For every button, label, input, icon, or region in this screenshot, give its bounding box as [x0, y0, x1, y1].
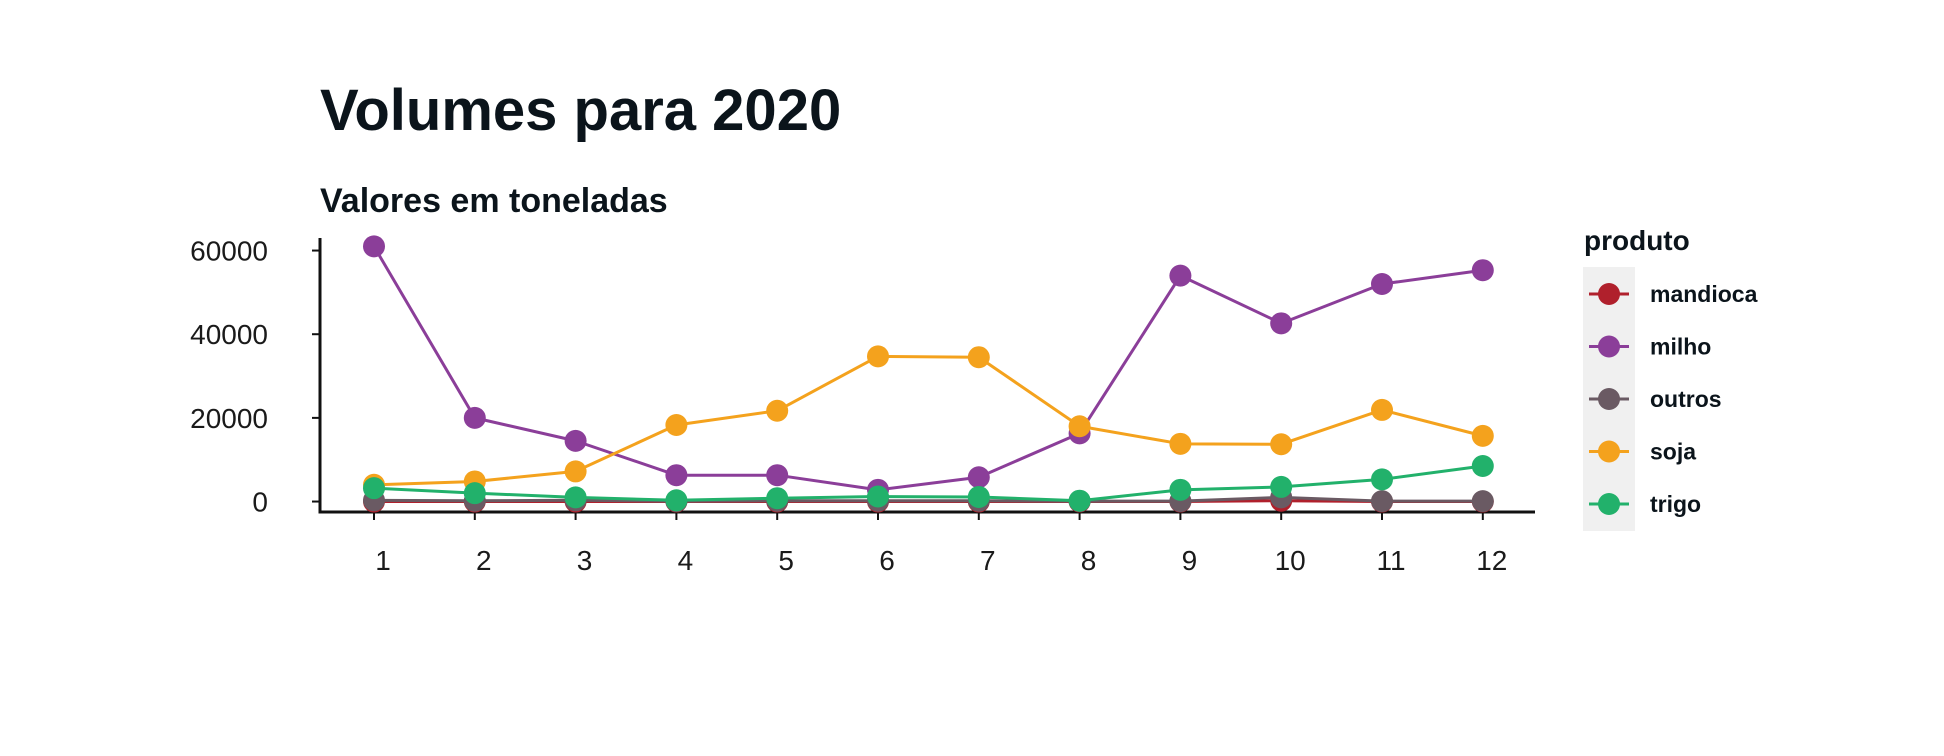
data-point-soja — [1371, 398, 1393, 421]
y-tick-label: 20000 — [190, 403, 268, 434]
data-point-milho — [1270, 312, 1293, 335]
x-tick-label: 5 — [778, 545, 794, 576]
legend-item-milho: milho — [1589, 334, 1711, 360]
legend-label: outros — [1650, 386, 1722, 412]
x-tick-label: 8 — [1081, 545, 1097, 576]
legend-marker — [1598, 493, 1620, 515]
y-tick-label: 40000 — [190, 319, 268, 350]
series-layer — [363, 235, 1494, 513]
data-point-milho — [363, 235, 385, 258]
series-line-trigo — [373, 464, 1483, 503]
data-point-milho — [1169, 264, 1192, 287]
data-point-outros — [1471, 490, 1494, 513]
series-milho — [363, 235, 1494, 501]
data-point-trigo — [1169, 478, 1192, 501]
data-point-soja — [766, 399, 789, 422]
x-tick-label: 11 — [1376, 545, 1405, 576]
data-point-soja — [867, 345, 889, 368]
legend-label: milho — [1650, 334, 1711, 360]
data-point-milho — [1371, 273, 1393, 296]
legend-label: trigo — [1650, 491, 1701, 517]
series-trigo — [363, 454, 1494, 512]
data-point-trigo — [867, 485, 889, 508]
data-point-outros — [1371, 490, 1393, 513]
series-outros — [363, 486, 1494, 513]
legend: produto mandioca milho outros soja trigo — [1583, 225, 1758, 531]
x-tick-label: 7 — [980, 545, 996, 576]
data-point-milho — [665, 464, 688, 487]
legend-item-mandioca: mandioca — [1589, 281, 1758, 307]
data-point-trigo — [665, 489, 688, 512]
legend-item-soja: soja — [1589, 439, 1696, 465]
data-point-trigo — [463, 482, 486, 505]
data-point-milho — [766, 464, 789, 487]
x-tick-label: 9 — [1182, 545, 1198, 576]
x-tick-label: 2 — [476, 545, 492, 576]
series-soja — [363, 345, 1494, 496]
series-line-outros — [373, 495, 1483, 503]
data-point-trigo — [766, 487, 789, 510]
legend-item-trigo: trigo — [1589, 491, 1701, 517]
legend-label: mandioca — [1650, 281, 1758, 307]
series-line-milho — [372, 245, 1484, 492]
legend-label: soja — [1650, 439, 1696, 465]
data-point-milho — [1471, 259, 1494, 282]
chart-subtitle: Valores em toneladas — [320, 182, 668, 220]
x-tick-label: 6 — [879, 545, 895, 576]
x-tick-label: 1 — [375, 545, 391, 576]
data-point-soja — [564, 460, 587, 483]
data-point-trigo — [1371, 468, 1393, 491]
data-point-trigo — [564, 486, 587, 509]
data-point-soja — [1270, 433, 1293, 456]
data-point-trigo — [363, 477, 385, 500]
data-point-soja — [967, 346, 990, 369]
legend-title: produto — [1584, 225, 1690, 256]
x-tick-label: 10 — [1275, 545, 1306, 576]
legend-marker — [1598, 335, 1620, 358]
data-point-trigo — [1068, 489, 1091, 512]
data-point-milho — [564, 429, 587, 452]
legend-items: mandioca milho outros soja trigo — [1589, 281, 1758, 517]
legend-marker — [1598, 388, 1620, 410]
legend-item-outros: outros — [1589, 386, 1722, 412]
y-tick-label: 0 — [252, 487, 268, 518]
x-tick-label: 4 — [678, 545, 694, 576]
data-point-soja — [1169, 432, 1192, 455]
y-tick-label: 60000 — [190, 236, 268, 267]
x-tick-label: 12 — [1476, 545, 1507, 576]
data-point-milho — [463, 406, 486, 429]
series-line-soja — [373, 354, 1484, 487]
chart-title: Volumes para 2020 — [320, 78, 841, 143]
data-point-soja — [1471, 424, 1494, 447]
legend-marker — [1598, 283, 1620, 305]
data-point-soja — [665, 413, 688, 436]
data-point-trigo — [1270, 475, 1293, 498]
data-point-soja — [1068, 415, 1091, 438]
data-point-milho — [967, 466, 990, 489]
data-point-trigo — [967, 485, 990, 508]
data-point-trigo — [1471, 454, 1494, 477]
x-tick-label: 3 — [577, 545, 593, 576]
legend-marker — [1598, 440, 1620, 463]
